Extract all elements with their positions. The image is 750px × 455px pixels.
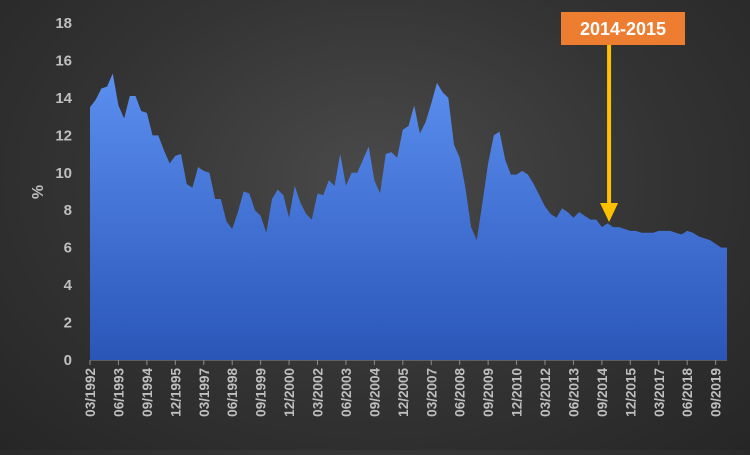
x-tick-label: 06/2018	[680, 368, 695, 417]
x-tick-label: 03/2007	[424, 368, 439, 417]
annotation-label: 2014-2015	[580, 19, 666, 39]
y-tick-label: 16	[55, 52, 72, 69]
x-tick-label: 09/2009	[481, 368, 496, 417]
area-series	[90, 73, 727, 361]
annotation-arrow-head	[600, 203, 619, 222]
x-tick-label: 03/1992	[83, 368, 98, 417]
y-tick-label: 10	[55, 165, 72, 182]
x-axis: 03/1992 06/1993 09/1994 12/1995 03/1997 06/19…	[83, 359, 727, 417]
x-tick-label: 12/2000	[282, 368, 297, 417]
x-tick-label: 12/2015	[623, 368, 638, 417]
x-tick-label: 09/2014	[595, 368, 610, 417]
y-axis: 0 2 4 6 8 10 12 14 16 18%	[30, 15, 73, 369]
x-tick-label: 06/1993	[111, 368, 126, 417]
plot-area	[90, 73, 727, 361]
x-tick-label: 09/1994	[140, 368, 155, 417]
y-tick-label: 8	[64, 202, 72, 219]
y-tick-label: 2	[64, 315, 72, 332]
x-tick-label: 03/2012	[538, 368, 553, 417]
x-tick-label: 03/2002	[311, 368, 326, 417]
y-tick-label: 12	[55, 127, 72, 144]
y-tick-label: 6	[64, 240, 72, 257]
annotation-callout	[561, 12, 685, 45]
x-tick-label: 12/1995	[168, 368, 183, 417]
x-tick-label: 03/2017	[652, 368, 667, 417]
y-tick-label: 18	[55, 15, 72, 32]
y-tick-label: 14	[55, 90, 72, 107]
x-tick-label: 12/2005	[396, 368, 411, 417]
annotation: 2014-2015	[561, 12, 685, 222]
x-tick-label: 12/2010	[510, 368, 525, 417]
x-tick-label: 09/2019	[709, 368, 724, 417]
x-tick-label: 06/1998	[225, 368, 240, 417]
y-axis-label: %	[30, 185, 47, 199]
x-tick-label: 06/2008	[453, 368, 468, 417]
y-tick-label: 4	[64, 277, 73, 294]
x-tick-label: 09/1999	[254, 368, 269, 417]
y-tick-label: 0	[64, 352, 72, 369]
x-tick-label: 03/1997	[197, 368, 212, 417]
x-tick-label: 06/2013	[566, 368, 581, 417]
x-tick-label: 09/2004	[367, 368, 382, 417]
x-tick-label: 06/2003	[339, 368, 354, 417]
